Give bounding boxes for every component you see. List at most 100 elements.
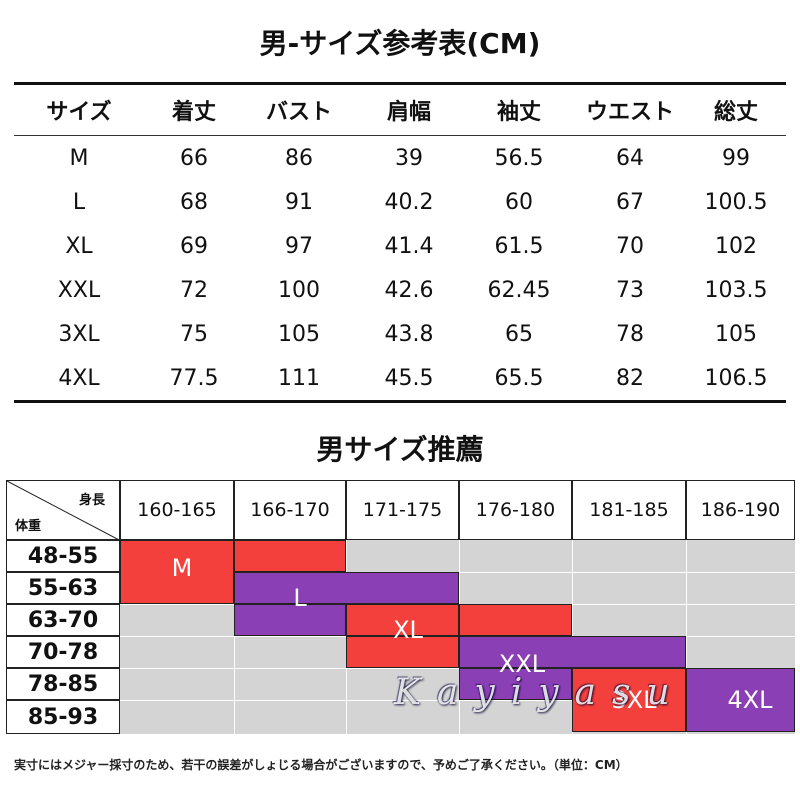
corner-height-label: 身長 — [78, 493, 105, 508]
measurement-note: 実寸にはメジャー採寸のため、若干の誤差がしょじる場合がございますので、予めご了承… — [14, 758, 628, 772]
grid-line — [234, 540, 235, 734]
header-size: サイズ — [46, 100, 112, 125]
size-table-row: 3XL 75 105 43.8 65 78 105 — [14, 312, 786, 356]
size-block-label: XXL — [498, 650, 546, 678]
corner-weight-label: 体重 — [15, 519, 42, 534]
size-block-xxl — [459, 668, 572, 700]
header-length: 着丈 — [171, 100, 216, 125]
size-block-label: L — [293, 584, 307, 612]
size-block-xxl — [459, 636, 686, 668]
measure-cell: 65.5 — [494, 365, 544, 391]
weight-header: 48-55 — [6, 540, 120, 572]
measure-cell: 77.5 — [169, 365, 219, 391]
measure-cell: 105 — [715, 321, 757, 347]
measure-cell: 68 — [180, 189, 208, 215]
size-block-l — [234, 604, 346, 636]
grid-line — [120, 668, 795, 669]
header-bust: バスト — [265, 100, 332, 125]
weight-header: 78-85 — [6, 668, 120, 700]
measure-cell: 102 — [715, 233, 757, 259]
measure-cell: 65 — [505, 321, 533, 347]
corner-diagonal-line — [7, 481, 121, 541]
size-block-label: 3XL — [611, 686, 657, 714]
size-table-row: XXL 72 100 42.6 62.45 73 103.5 — [14, 268, 786, 312]
weight-header: 63-70 — [6, 604, 120, 636]
grid-corner-cell: 身長 体重 — [6, 480, 121, 541]
size-table-row: M 66 86 39 56.5 64 99 — [14, 136, 786, 180]
size-block-l — [234, 572, 459, 604]
measure-cell: 103.5 — [704, 277, 768, 303]
measure-cell: 70 — [616, 233, 644, 259]
size-cell: 3XL — [58, 321, 100, 347]
height-header: 186-190 — [686, 480, 795, 540]
measure-cell: 62.45 — [487, 277, 551, 303]
measure-cell: 78 — [616, 321, 644, 347]
measure-cell: 69 — [180, 233, 208, 259]
grid-line — [686, 540, 687, 734]
weight-header: 55-63 — [6, 572, 120, 604]
height-header: 181-185 — [572, 480, 686, 540]
header-total-length: 総丈 — [713, 100, 758, 125]
size-cell: XXL — [57, 277, 101, 303]
table-header-rule — [14, 135, 786, 136]
size-table-row: 4XL 77.5 111 45.5 65.5 82 106.5 — [14, 356, 786, 400]
measure-cell: 105 — [278, 321, 320, 347]
measure-cell: 56.5 — [494, 145, 544, 171]
measure-cell: 39 — [395, 145, 423, 171]
measure-cell: 67 — [616, 189, 644, 215]
grid-line — [120, 700, 795, 701]
size-block-label: M — [171, 554, 193, 582]
header-waist: ウエスト — [585, 100, 674, 125]
measure-cell: 40.2 — [384, 189, 434, 215]
measure-cell: 106.5 — [704, 365, 768, 391]
size-cell: L — [72, 189, 86, 215]
size-block-label: XL — [393, 616, 423, 644]
height-header: 160-165 — [120, 480, 234, 540]
measure-cell: 60 — [505, 189, 533, 215]
measure-cell: 43.8 — [384, 321, 434, 347]
height-header: 166-170 — [234, 480, 346, 540]
size-cell: M — [69, 145, 89, 171]
height-header: 176-180 — [459, 480, 572, 540]
size-table-title: 男-サイズ参考表(CM) — [259, 27, 541, 60]
measure-cell: 99 — [722, 145, 750, 171]
size-block-xl — [346, 604, 459, 636]
size-table-row: XL 69 97 41.4 61.5 70 102 — [14, 224, 786, 268]
table-bottom-rule — [14, 400, 786, 403]
brand-watermark: Kayiyasu — [394, 672, 686, 713]
measure-cell: 64 — [616, 145, 644, 171]
recommend-title: 男サイズ推薦 — [316, 433, 484, 466]
measure-cell: 82 — [616, 365, 644, 391]
weight-header: 70-78 — [6, 636, 120, 668]
size-table-row: L 68 91 40.2 60 67 100.5 — [14, 180, 786, 224]
size-block-label: 4XL — [727, 686, 773, 714]
measure-cell: 66 — [180, 145, 208, 171]
height-header: 171-175 — [346, 480, 459, 540]
size-table-header-row: サイズ 着丈 バスト 肩幅 袖丈 ウエスト 総丈 — [14, 85, 786, 135]
weight-header: 85-93 — [6, 700, 120, 734]
size-block-xl — [459, 604, 572, 636]
size-cell: XL — [65, 233, 93, 259]
measure-cell: 42.6 — [384, 277, 434, 303]
size-recommend-grid: 身長 体重 160-165 166-170 171-175 176-180 181-18… — [6, 480, 795, 734]
measure-cell: 61.5 — [494, 233, 544, 259]
measure-cell: 100.5 — [704, 189, 768, 215]
size-table: サイズ 着丈 バスト 肩幅 袖丈 ウエスト 総丈 M 66 86 39 56.5 64 99… — [14, 82, 786, 403]
measure-cell: 45.5 — [384, 365, 434, 391]
size-block-m — [234, 540, 346, 572]
measure-cell: 86 — [285, 145, 313, 171]
header-shoulder: 肩幅 — [386, 100, 431, 125]
measure-cell: 100 — [278, 277, 320, 303]
header-sleeve: 袖丈 — [496, 100, 541, 125]
size-block-xl — [346, 636, 459, 668]
table-top-rule — [14, 82, 786, 85]
measure-cell: 41.4 — [384, 233, 434, 259]
measure-cell: 91 — [285, 189, 313, 215]
measure-cell: 111 — [278, 365, 320, 391]
size-cell: 4XL — [58, 365, 100, 391]
measure-cell: 72 — [180, 277, 208, 303]
size-block-3xl — [572, 668, 686, 732]
measure-cell: 73 — [616, 277, 644, 303]
measure-cell: 97 — [285, 233, 313, 259]
measure-cell: 75 — [180, 321, 208, 347]
